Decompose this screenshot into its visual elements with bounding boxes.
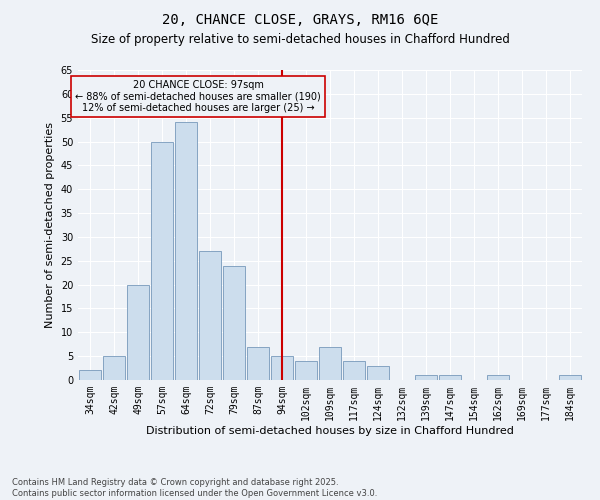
Text: 20 CHANCE CLOSE: 97sqm
← 88% of semi-detached houses are smaller (190)
12% of se: 20 CHANCE CLOSE: 97sqm ← 88% of semi-det… (75, 80, 321, 112)
Bar (415, 375, 437, 380)
Bar (343, 361, 365, 380)
Bar (199, 251, 221, 380)
Bar (559, 375, 581, 380)
Y-axis label: Number of semi-detached properties: Number of semi-detached properties (45, 122, 55, 328)
Bar (487, 375, 509, 380)
Bar (175, 122, 197, 380)
X-axis label: Distribution of semi-detached houses by size in Chafford Hundred: Distribution of semi-detached houses by … (146, 426, 514, 436)
Text: Size of property relative to semi-detached houses in Chafford Hundred: Size of property relative to semi-detach… (91, 32, 509, 46)
Text: 20, CHANCE CLOSE, GRAYS, RM16 6QE: 20, CHANCE CLOSE, GRAYS, RM16 6QE (162, 12, 438, 26)
Bar (223, 266, 245, 380)
Text: Contains HM Land Registry data © Crown copyright and database right 2025.
Contai: Contains HM Land Registry data © Crown c… (12, 478, 377, 498)
Bar (151, 142, 173, 380)
Bar (295, 361, 317, 380)
Bar (319, 346, 341, 380)
Bar (103, 356, 125, 380)
Bar (271, 356, 293, 380)
Bar (367, 366, 389, 380)
Bar (79, 370, 101, 380)
Bar (127, 284, 149, 380)
Bar (439, 375, 461, 380)
Bar (247, 346, 269, 380)
